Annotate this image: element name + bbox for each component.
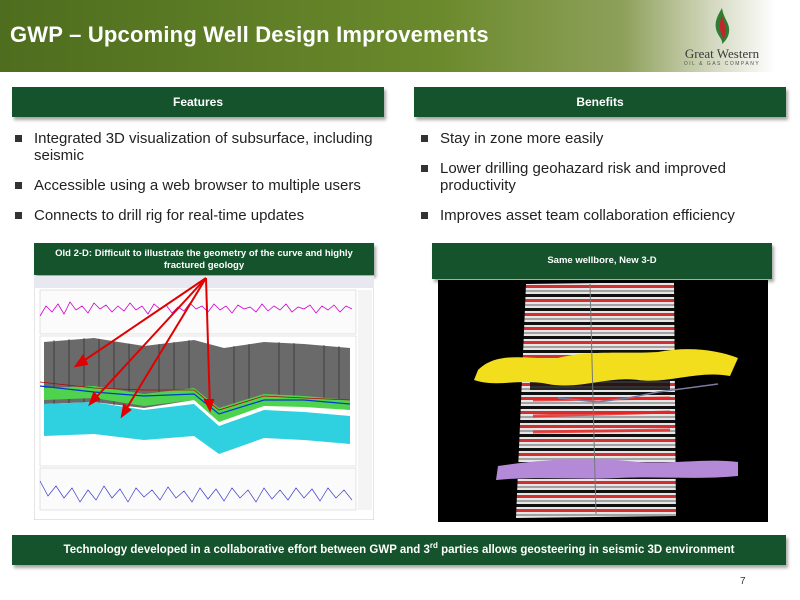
feature-item: Connects to drill rig for real-time upda… bbox=[14, 207, 394, 224]
old-2d-caption: Old 2-D: Difficult to illustrate the geo… bbox=[34, 243, 374, 275]
new-3d-caption: Same wellbore, New 3-D bbox=[432, 243, 772, 279]
benefit-item: Stay in zone more easily bbox=[420, 130, 790, 147]
logo-subtitle: OIL & GAS COMPANY bbox=[683, 61, 761, 67]
flame-logo-icon bbox=[715, 8, 730, 44]
bullet-square-icon bbox=[421, 135, 428, 142]
logo-name: Great Western bbox=[684, 46, 760, 61]
feature-item: Integrated 3D visualization of subsurfac… bbox=[14, 130, 394, 164]
benefits-list: Stay in zone more easily Lower drilling … bbox=[420, 130, 790, 237]
new-3d-seismic-image bbox=[438, 280, 768, 522]
footer-statement: Technology developed in a collaborative … bbox=[12, 535, 786, 565]
slide-title: GWP – Upcoming Well Design Improvements bbox=[10, 22, 489, 47]
bullet-square-icon bbox=[421, 165, 428, 172]
features-heading: Features bbox=[12, 87, 384, 117]
feature-item: Accessible using a web browser to multip… bbox=[14, 177, 394, 194]
benefits-heading: Benefits bbox=[414, 87, 786, 117]
features-list: Integrated 3D visualization of subsurfac… bbox=[14, 130, 394, 237]
bullet-square-icon bbox=[15, 182, 22, 189]
benefit-item: Improves asset team collaboration effici… bbox=[420, 207, 790, 224]
benefit-item: Lower drilling geohazard risk and improv… bbox=[420, 160, 790, 194]
bullet-square-icon bbox=[421, 212, 428, 219]
page-number: 7 bbox=[740, 576, 746, 587]
slide-header: GWP – Upcoming Well Design Improvements … bbox=[0, 0, 800, 72]
company-logo: Great Western OIL & GAS COMPANY bbox=[672, 6, 772, 68]
bullet-square-icon bbox=[15, 135, 22, 142]
old-2d-well-log-image bbox=[34, 276, 374, 520]
bullet-square-icon bbox=[15, 212, 22, 219]
